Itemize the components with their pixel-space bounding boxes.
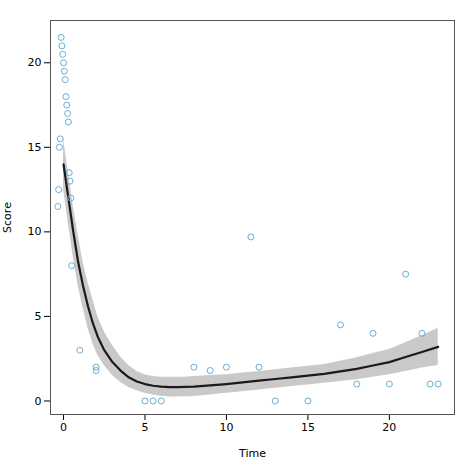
svg-text:15: 15: [28, 141, 42, 154]
svg-text:Score: Score: [1, 202, 14, 233]
svg-text:0: 0: [35, 394, 42, 407]
svg-text:15: 15: [301, 421, 315, 434]
svg-text:20: 20: [382, 421, 396, 434]
svg-text:10: 10: [28, 225, 42, 238]
svg-text:0: 0: [60, 421, 67, 434]
svg-text:Time: Time: [238, 447, 266, 459]
svg-text:5: 5: [141, 421, 148, 434]
svg-text:5: 5: [35, 310, 42, 323]
svg-text:10: 10: [219, 421, 233, 434]
svg-text:20: 20: [28, 56, 42, 69]
